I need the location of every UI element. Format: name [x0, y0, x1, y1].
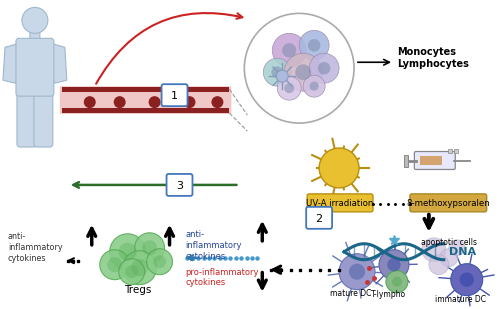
- Polygon shape: [51, 43, 67, 83]
- Circle shape: [303, 75, 325, 97]
- Circle shape: [114, 96, 126, 108]
- FancyBboxPatch shape: [30, 31, 40, 43]
- Circle shape: [212, 96, 224, 108]
- Circle shape: [184, 96, 196, 108]
- Circle shape: [125, 265, 138, 278]
- Circle shape: [386, 271, 408, 293]
- FancyBboxPatch shape: [60, 86, 232, 114]
- Circle shape: [264, 58, 291, 86]
- Text: Tregs: Tregs: [124, 285, 152, 295]
- Circle shape: [460, 273, 474, 287]
- Circle shape: [276, 70, 288, 82]
- Circle shape: [272, 66, 283, 78]
- Text: 2: 2: [316, 214, 322, 224]
- FancyBboxPatch shape: [448, 149, 452, 153]
- Text: anti-
inflammatory
cytokines: anti- inflammatory cytokines: [186, 230, 242, 261]
- Circle shape: [440, 249, 458, 267]
- FancyBboxPatch shape: [16, 38, 54, 96]
- Circle shape: [146, 249, 172, 275]
- Circle shape: [282, 43, 296, 57]
- Circle shape: [422, 238, 446, 262]
- Circle shape: [310, 82, 319, 91]
- Circle shape: [284, 53, 322, 91]
- Circle shape: [387, 258, 400, 271]
- Polygon shape: [3, 43, 19, 83]
- Circle shape: [122, 251, 156, 285]
- FancyBboxPatch shape: [162, 84, 188, 106]
- FancyBboxPatch shape: [454, 149, 458, 153]
- FancyBboxPatch shape: [414, 151, 456, 169]
- Circle shape: [309, 53, 339, 83]
- Text: immature DC: immature DC: [435, 295, 486, 304]
- Circle shape: [107, 257, 122, 272]
- Circle shape: [131, 259, 148, 276]
- Text: anti-
inflammatory
cytokines: anti- inflammatory cytokines: [8, 232, 62, 263]
- FancyBboxPatch shape: [404, 155, 408, 167]
- Circle shape: [339, 254, 375, 290]
- FancyBboxPatch shape: [62, 108, 230, 113]
- Circle shape: [451, 264, 482, 296]
- Text: mature DC: mature DC: [330, 289, 372, 298]
- Text: DNA: DNA: [449, 247, 476, 257]
- Circle shape: [100, 250, 130, 280]
- Circle shape: [84, 96, 96, 108]
- FancyBboxPatch shape: [166, 174, 192, 196]
- Text: UV-A irradiation: UV-A irradiation: [306, 199, 374, 208]
- Circle shape: [379, 250, 409, 280]
- FancyArrowPatch shape: [96, 13, 242, 84]
- FancyBboxPatch shape: [410, 194, 486, 212]
- Text: 1: 1: [171, 91, 178, 101]
- Circle shape: [318, 62, 330, 74]
- Circle shape: [148, 96, 160, 108]
- Text: 8-methoxypsoralen: 8-methoxypsoralen: [406, 199, 489, 208]
- Circle shape: [392, 277, 402, 287]
- Text: pro-inflammatory
cytokines: pro-inflammatory cytokines: [186, 268, 259, 287]
- Circle shape: [277, 76, 301, 100]
- Circle shape: [118, 259, 144, 285]
- Circle shape: [299, 30, 329, 60]
- Circle shape: [110, 234, 146, 270]
- Text: apoptotic cells: apoptotic cells: [421, 238, 477, 247]
- Circle shape: [308, 39, 320, 52]
- FancyArrowPatch shape: [74, 182, 236, 188]
- Circle shape: [142, 240, 157, 255]
- Circle shape: [349, 264, 365, 280]
- Circle shape: [284, 83, 294, 93]
- Circle shape: [244, 13, 354, 123]
- Text: Monocytes
Lymphocytes: Monocytes Lymphocytes: [397, 48, 469, 69]
- FancyBboxPatch shape: [307, 194, 373, 212]
- FancyBboxPatch shape: [17, 89, 36, 147]
- FancyBboxPatch shape: [62, 87, 230, 92]
- Text: T-lympho: T-lympho: [372, 290, 406, 299]
- FancyBboxPatch shape: [306, 207, 332, 229]
- Circle shape: [134, 233, 164, 263]
- FancyBboxPatch shape: [34, 89, 53, 147]
- Circle shape: [295, 64, 311, 80]
- Circle shape: [153, 255, 166, 268]
- Circle shape: [272, 33, 306, 67]
- Circle shape: [118, 243, 136, 261]
- Circle shape: [319, 148, 359, 188]
- FancyBboxPatch shape: [420, 156, 442, 165]
- Circle shape: [449, 240, 464, 256]
- Circle shape: [22, 7, 48, 33]
- Text: 3: 3: [176, 181, 183, 191]
- Circle shape: [429, 255, 449, 275]
